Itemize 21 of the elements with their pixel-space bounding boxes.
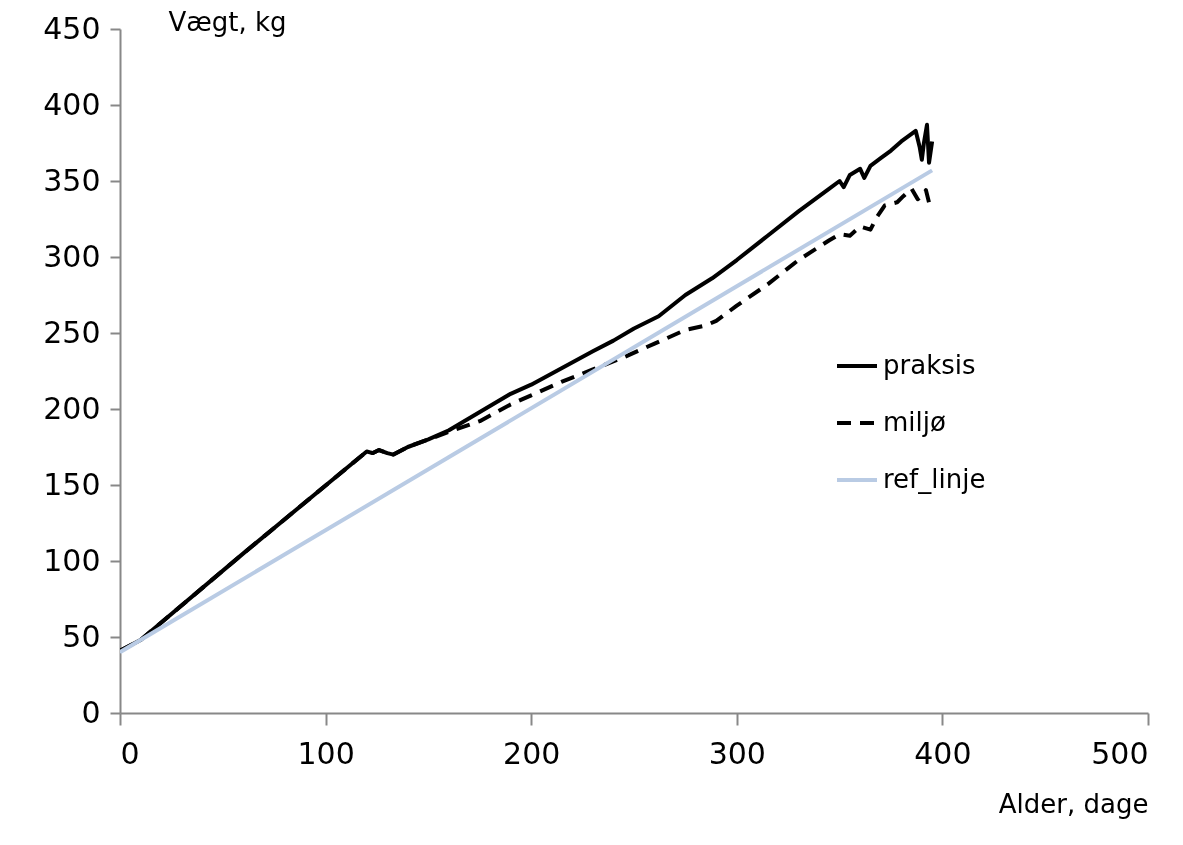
y-axis-title: Vægt, kg — [168, 6, 287, 37]
y-tick-label: 200 — [43, 390, 101, 426]
legend-label: praksis — [883, 350, 976, 380]
y-tick-label: 400 — [43, 86, 101, 122]
x-axis-title: Alder, dage — [998, 788, 1149, 819]
y-tick-label: 0 — [81, 694, 101, 730]
y-tick-label: 350 — [43, 162, 101, 198]
legend-label: miljø — [883, 407, 946, 437]
x-tick-label: 500 — [1091, 735, 1149, 771]
y-tick-label: 300 — [43, 238, 101, 274]
x-tick-label: 200 — [503, 735, 561, 771]
legend-label: ref_linje — [883, 464, 986, 494]
x-tick-label: 300 — [708, 735, 766, 771]
y-tick-label: 50 — [62, 618, 101, 654]
x-tick-label: 400 — [914, 735, 972, 771]
x-tick-label: 100 — [297, 735, 355, 771]
y-tick-label: 100 — [43, 542, 101, 578]
x-tick-label: 0 — [120, 735, 140, 771]
y-tick-label: 450 — [43, 10, 101, 46]
y-tick-label: 150 — [43, 466, 101, 502]
y-tick-label: 250 — [43, 314, 101, 350]
